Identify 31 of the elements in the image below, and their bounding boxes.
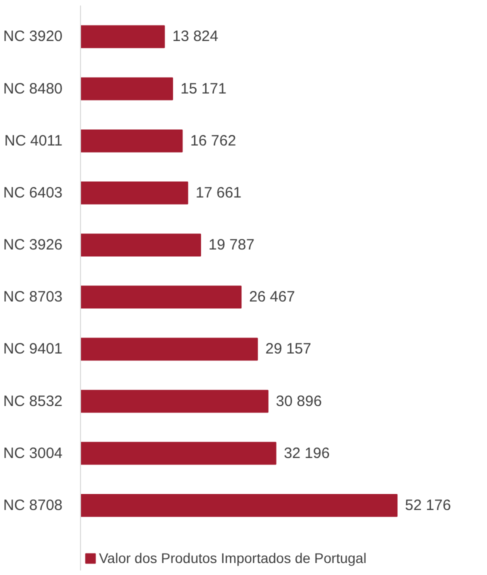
data-label: 32 196 bbox=[284, 444, 330, 462]
bar bbox=[80, 286, 242, 309]
y-tick-label: NC 6403 bbox=[3, 184, 62, 202]
y-tick-label: NC 8480 bbox=[3, 80, 62, 98]
bar bbox=[80, 182, 188, 204]
bar bbox=[80, 77, 174, 100]
bar bbox=[80, 338, 258, 361]
y-tick-label: NC 3926 bbox=[3, 236, 62, 254]
y-tick-label: NC 9401 bbox=[3, 340, 62, 358]
y-tick-label: NC 4011 bbox=[4, 132, 63, 150]
data-label: 52 176 bbox=[405, 496, 451, 514]
data-label: 19 787 bbox=[208, 236, 254, 254]
bar bbox=[80, 129, 183, 152]
bar bbox=[80, 234, 202, 256]
bar bbox=[80, 25, 165, 48]
data-label: 30 896 bbox=[276, 392, 322, 410]
legend-label: Valor dos Produtos Importados de Portugal bbox=[99, 550, 366, 566]
y-tick-label: NC 8703 bbox=[3, 288, 62, 306]
data-label: 13 824 bbox=[172, 28, 218, 46]
y-tick-label: NC 3004 bbox=[3, 444, 62, 462]
y-tick-label: NC 8708 bbox=[3, 496, 62, 514]
data-label: 15 171 bbox=[180, 80, 226, 98]
bar bbox=[80, 390, 268, 413]
data-label: 17 661 bbox=[196, 184, 242, 202]
data-label: 29 157 bbox=[265, 340, 312, 358]
y-tick-label: NC 8532 bbox=[3, 392, 62, 410]
y-tick-label: NC 3920 bbox=[3, 28, 62, 46]
bar bbox=[80, 442, 276, 465]
data-label: 26 467 bbox=[249, 288, 295, 306]
data-label: 16 762 bbox=[190, 132, 236, 150]
bar bbox=[80, 494, 398, 517]
